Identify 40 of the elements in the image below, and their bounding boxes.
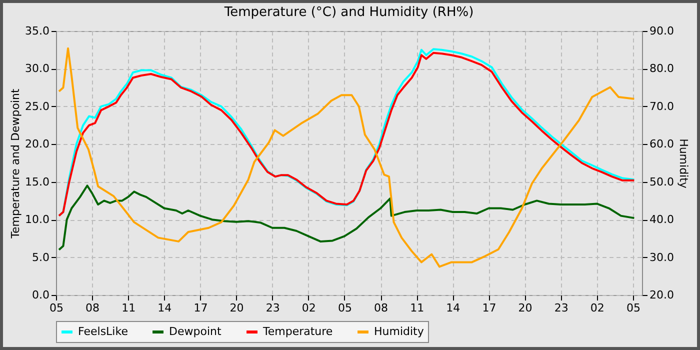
y2-tick-label: 40.0 [650,213,674,226]
y-tick-label: 0.0 [32,288,50,302]
y2-tick-label: 90.0 [650,24,674,38]
y-tick-label: 20.0 [25,138,50,151]
x-tick-label: 17 [482,302,496,314]
y-axis-title: Temperature and Dewpoint [9,88,22,240]
x-tick-label: 05 [50,302,64,314]
y2-tick-label: 70.0 [650,100,674,113]
legend-label: Dewpoint [169,325,222,338]
y2-axis-title: Humidity [676,138,690,189]
y2-tick-label: 30.0 [650,250,674,264]
x-tick-label: 14 [158,302,172,314]
y2-tick-label: 20.0 [650,288,674,302]
x-tick-label: 05 [338,302,352,314]
y2-tick-label: 50.0 [650,175,674,188]
y-tick-label: 35.0 [25,24,50,38]
x-tick-label: 20 [230,302,244,314]
y-tick-label: 5.0 [32,250,50,264]
y-tick-label: 10.0 [25,213,50,226]
x-tick-label: 11 [410,302,424,314]
x-tick-label: 11 [122,302,136,314]
legend-label: Humidity [374,325,424,338]
x-tick-label: 20 [518,302,532,314]
x-tick-label: 23 [266,302,280,314]
x-tick-label: 02 [302,302,316,314]
x-tick-label: 14 [446,302,460,314]
y-tick-label: 30.0 [25,62,50,76]
x-tick-label: 08 [86,302,100,314]
chart-title: Temperature (°C) and Humidity (RH%) [223,5,474,20]
y2-tick-label: 80.0 [650,62,674,76]
legend-label: FeelsLike [78,325,128,338]
x-tick-label: 08 [374,302,388,314]
y2-tick-label: 60.0 [650,138,674,151]
x-tick-label: 05 [626,302,640,314]
y-tick-label: 15.0 [25,175,50,188]
x-tick-label: 17 [194,302,208,314]
x-tick-label: 02 [590,302,604,314]
y-tick-label: 25.0 [25,100,50,113]
legend-label: Temperature [262,325,333,338]
x-tick-label: 23 [554,302,568,314]
